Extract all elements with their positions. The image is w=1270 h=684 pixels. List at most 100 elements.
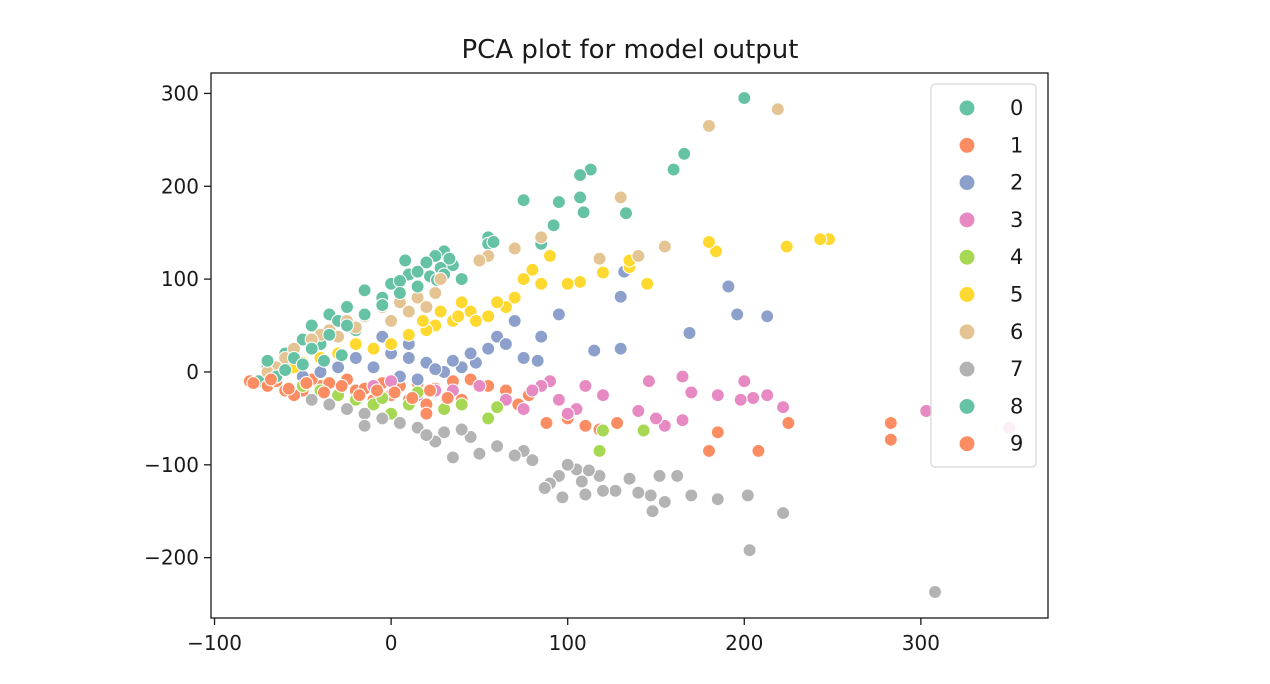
data-point xyxy=(401,350,416,366)
data-point xyxy=(551,307,566,322)
data-point xyxy=(708,244,724,259)
data-point xyxy=(366,341,381,356)
data-point xyxy=(740,488,755,503)
data-point xyxy=(710,492,725,507)
legend-label: 6 xyxy=(1010,320,1023,344)
data-point xyxy=(760,388,775,403)
data-point xyxy=(507,241,522,256)
data-point xyxy=(530,353,545,368)
data-point xyxy=(445,353,460,368)
data-point xyxy=(507,448,522,463)
y-tick-label: 100 xyxy=(161,267,199,291)
data-point xyxy=(348,337,363,352)
data-point xyxy=(657,239,672,254)
data-point xyxy=(405,390,420,406)
data-point xyxy=(516,272,531,287)
data-point xyxy=(401,327,416,342)
data-point xyxy=(618,206,634,221)
data-point xyxy=(737,374,752,389)
data-point xyxy=(304,341,319,356)
y-tick-label: 200 xyxy=(161,174,199,198)
data-point xyxy=(813,232,828,247)
data-point xyxy=(437,425,452,440)
data-point xyxy=(260,353,275,368)
data-point xyxy=(516,193,531,208)
data-point xyxy=(490,439,505,454)
data-point xyxy=(401,304,416,319)
x-tick-label: 100 xyxy=(549,631,587,655)
data-point xyxy=(433,272,448,287)
data-point xyxy=(666,162,681,177)
data-point xyxy=(742,543,757,558)
data-point xyxy=(348,350,363,366)
data-point xyxy=(613,190,628,205)
data-point xyxy=(357,406,372,421)
legend-label: 4 xyxy=(1010,245,1023,269)
data-point xyxy=(578,378,593,393)
legend-label: 7 xyxy=(1010,357,1023,381)
data-point xyxy=(592,443,607,458)
data-point xyxy=(682,325,697,341)
data-point xyxy=(442,251,457,266)
data-point xyxy=(576,205,591,220)
data-point xyxy=(281,381,296,396)
x-tick-label: 300 xyxy=(902,631,940,655)
data-point xyxy=(737,91,752,106)
data-point xyxy=(631,248,646,263)
data-point xyxy=(419,428,434,443)
data-point xyxy=(433,304,448,319)
legend-marker xyxy=(958,285,976,304)
data-point xyxy=(419,255,434,270)
data-point xyxy=(454,295,469,310)
data-point xyxy=(516,402,531,417)
data-point xyxy=(366,360,381,375)
data-point xyxy=(555,490,570,505)
y-tick-label: 300 xyxy=(161,81,199,105)
data-point xyxy=(352,388,367,403)
data-point xyxy=(675,413,690,428)
data-point xyxy=(339,299,355,315)
data-point xyxy=(357,307,372,322)
legend-label: 9 xyxy=(1010,432,1023,456)
data-point xyxy=(304,318,319,333)
legend-items: 0 1 2 3 4 5 6 7 8 9 xyxy=(958,96,1023,456)
data-point xyxy=(652,468,667,483)
data-point xyxy=(760,309,775,324)
data-point xyxy=(631,403,646,419)
data-point xyxy=(454,272,469,287)
data-point xyxy=(398,253,413,268)
data-point xyxy=(779,239,794,254)
x-tick-label: 0 xyxy=(385,631,398,655)
data-point xyxy=(490,295,505,310)
data-point xyxy=(883,432,898,447)
data-point xyxy=(410,264,425,279)
y-tick-label: −200 xyxy=(144,546,199,570)
data-point xyxy=(534,276,549,291)
data-point xyxy=(710,388,725,403)
data-point xyxy=(573,190,588,205)
data-point xyxy=(670,468,685,483)
data-point xyxy=(648,411,664,426)
data-point xyxy=(440,390,455,406)
data-point xyxy=(701,118,717,133)
legend-label: 8 xyxy=(1010,394,1023,418)
data-point xyxy=(560,406,575,421)
legend-marker xyxy=(958,136,976,154)
legend-label: 2 xyxy=(1010,171,1023,195)
data-point xyxy=(339,318,355,333)
data-point xyxy=(445,450,460,465)
data-point xyxy=(472,378,487,393)
data-point xyxy=(684,385,699,400)
data-point xyxy=(574,474,589,489)
data-point xyxy=(710,425,725,440)
data-point xyxy=(507,313,522,328)
data-point xyxy=(595,388,611,403)
data-point xyxy=(578,418,593,433)
data-point xyxy=(525,262,540,277)
data-point xyxy=(636,423,651,438)
data-point xyxy=(322,327,337,342)
data-point xyxy=(357,283,372,298)
data-point xyxy=(481,309,496,324)
data-point xyxy=(463,346,478,361)
data-point xyxy=(701,234,717,250)
